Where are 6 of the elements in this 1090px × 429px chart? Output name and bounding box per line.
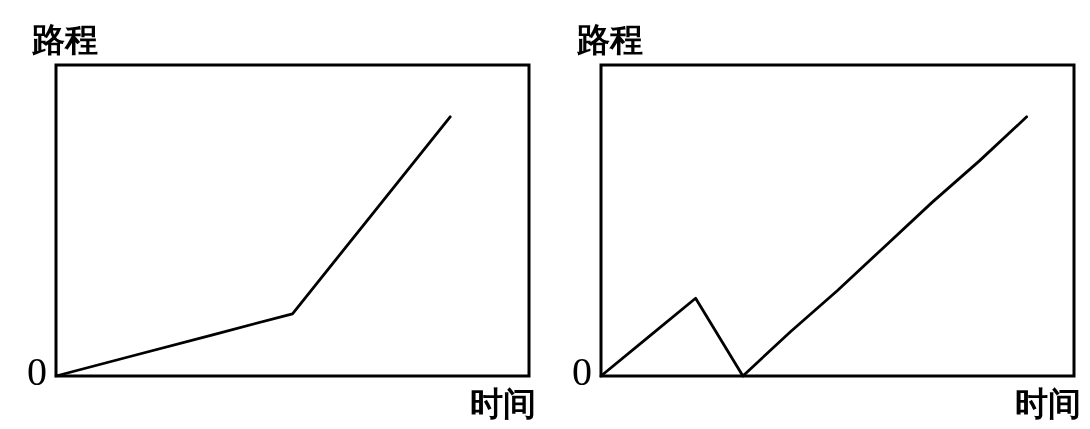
x-axis-title: 时间 — [469, 385, 536, 422]
text: 0 — [27, 349, 47, 394]
y-axis-title: 路程 — [30, 21, 98, 58]
text: 0 — [572, 349, 592, 394]
x-axis-title: 时间 — [1014, 385, 1081, 422]
y-axis-title: 路程 — [575, 21, 643, 58]
